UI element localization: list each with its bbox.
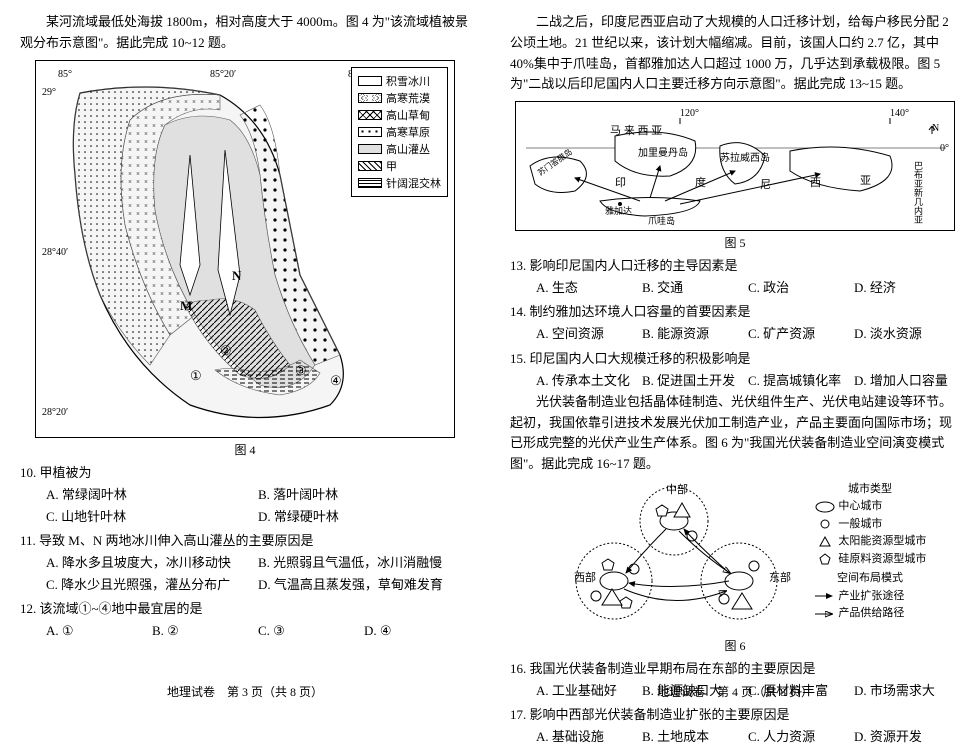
figure6-caption: 图 6 [510, 637, 960, 654]
intro-13-15: 二战之后，印度尼西亚启动了大规模的人口迁移计划，给每户移民分配 2 公顷土地。2… [510, 12, 960, 95]
svg-text:85°20′: 85°20′ [210, 69, 236, 80]
svg-text:雅加达: 雅加达 [605, 205, 632, 216]
q10-d: D. 常绿硬叶林 [258, 506, 470, 528]
q12: 12. 该流域①~④地中最宜居的是 A. ① B. ② C. ③ D. ④ [20, 598, 470, 642]
svg-text:亚: 亚 [860, 175, 871, 187]
svg-text:120°: 120° [680, 108, 699, 119]
svg-text:度: 度 [695, 175, 706, 189]
svg-text:140°: 140° [890, 108, 909, 119]
svg-text:③: ③ [295, 363, 307, 378]
svg-text:N: N [932, 123, 939, 134]
svg-text:印: 印 [615, 176, 626, 189]
svg-text:④: ④ [330, 373, 342, 388]
svg-text:加里曼丹岛: 加里曼丹岛 [638, 146, 688, 159]
q10: 10. 甲植被为 A. 常绿阔叶林 B. 落叶阔叶林 C. 山地针叶林 D. 常… [20, 462, 470, 528]
q17: 17. 影响中西部光伏装备制造业扩张的主要原因是 A. 基础设施 B. 土地成本… [510, 704, 960, 748]
figure6-legend: 城市类型 中心城市 一般城市 太阳能资源型城市 硅原料资源型城市 空间布局模式 … [814, 481, 927, 623]
svg-text:N: N [232, 268, 242, 283]
diagram-6-svg: 中部 西部 东部 [544, 481, 804, 631]
q10-c: C. 山地针叶林 [46, 506, 258, 528]
svg-text:西: 西 [810, 177, 821, 189]
figure4-legend: 积雪冰川 高寒荒漠 高山草甸 高寒草原 高山灌丛 甲 针阔混交林 [351, 67, 448, 197]
svg-text:①: ① [190, 368, 202, 383]
footer-3: 地理试卷 第 3 页（共 8 页） [0, 683, 490, 700]
svg-text:85°: 85° [58, 69, 72, 80]
figure-5: 120° 140° 0° 马 来 西 亚 加里曼 [510, 101, 960, 251]
svg-text:28°40′: 28°40′ [42, 247, 68, 258]
q10-b: B. 落叶阔叶林 [258, 484, 470, 506]
svg-text:②: ② [220, 343, 232, 358]
page-4: 二战之后，印度尼西亚启动了大规模的人口迁移计划，给每户移民分配 2 公顷土地。2… [490, 0, 980, 706]
svg-text:中部: 中部 [666, 482, 688, 496]
intro-16-17: 光伏装备制造业包括晶体硅制造、光伏组件生产、光伏电站建设等环节。起初，我国依靠引… [510, 392, 960, 475]
svg-text:M: M [180, 298, 192, 313]
intro-10-12: 某河流域最低处海拔 1800m，相对高度大于 4000m。图 4 为"该流域植被… [20, 12, 470, 54]
footer-4: 地理试卷 第 4 页（共 8 页） [490, 683, 980, 700]
svg-text:东部: 东部 [769, 570, 791, 584]
figure-4: 85° 85°20′ 85°40′ 29° 28°40′ 28°20′ × [20, 60, 470, 458]
svg-text:28°20′: 28°20′ [42, 407, 68, 418]
q14: 14. 制约雅加达环境人口容量的首要因素是 A. 空间资源 B. 能源资源 C.… [510, 301, 960, 345]
svg-text:0°: 0° [940, 143, 949, 154]
svg-text:马 来 西 亚: 马 来 西 亚 [610, 124, 662, 137]
q15: 15. 印尼国内人口大规模迁移的积极影响是 A. 传承本土文化 B. 促进国土开… [510, 348, 960, 392]
map-5-svg: 120° 140° 0° 马 来 西 亚 加里曼 [520, 106, 952, 228]
svg-text:苏拉威西岛: 苏拉威西岛 [720, 151, 770, 164]
svg-text:爪哇岛: 爪哇岛 [648, 215, 675, 226]
svg-text:西部: 西部 [574, 570, 596, 584]
q13: 13. 影响印尼国内人口迁移的主导因素是 A. 生态 B. 交通 C. 政治 D… [510, 255, 960, 299]
page-3: 某河流域最低处海拔 1800m，相对高度大于 4000m。图 4 为"该流域植被… [0, 0, 490, 706]
svg-text:29°: 29° [42, 87, 56, 98]
svg-text:尼: 尼 [760, 178, 771, 191]
q10-a: A. 常绿阔叶林 [46, 484, 258, 506]
figure4-caption: 图 4 [20, 441, 470, 458]
figure-6: 中部 西部 东部 [510, 481, 960, 654]
q11: 11. 导致 M、N 两地冰川伸入高山灌丛的主要原因是 A. 降水多且坡度大，冰… [20, 530, 470, 596]
svg-text:巴布亚新几内亚: 巴布亚新几内亚 [913, 161, 923, 224]
figure5-caption: 图 5 [510, 234, 960, 251]
